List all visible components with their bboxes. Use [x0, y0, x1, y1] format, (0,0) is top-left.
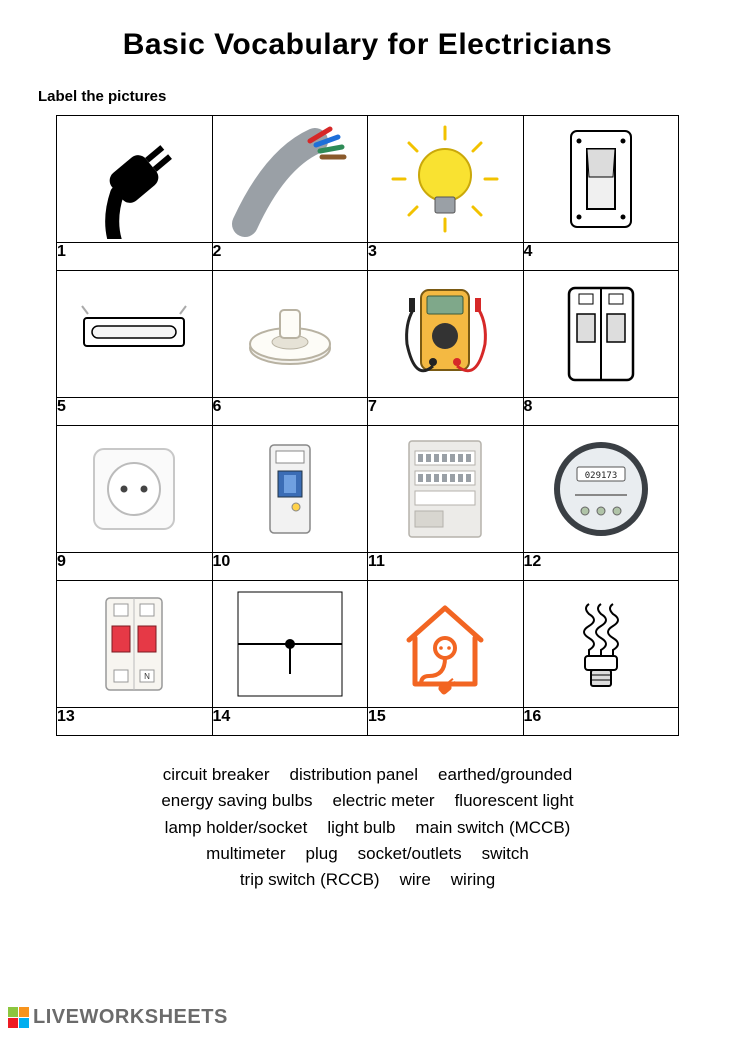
grid-image-3 [368, 116, 524, 243]
grid-number-6[interactable]: 6 [212, 398, 368, 426]
wordbank-term: trip switch (RCCB) [240, 870, 380, 889]
grid-image-5 [57, 271, 213, 398]
wordbank-term: energy saving bulbs [161, 791, 312, 810]
footer-brand: LIVEWORKSHEETS [8, 1006, 228, 1029]
grid-number-5[interactable]: 5 [57, 398, 213, 426]
grid-image-1 [57, 116, 213, 243]
grid-number-2[interactable]: 2 [212, 243, 368, 271]
grid-number-9[interactable]: 9 [57, 553, 213, 581]
instruction-text: Label the pictures [38, 88, 697, 105]
vocabulary-grid: 12345678910111213141516 [56, 115, 679, 736]
wordbank-term: main switch (MCCB) [415, 818, 570, 837]
wordbank-term: wire [400, 870, 431, 889]
grid-image-7 [368, 271, 524, 398]
grid-image-8 [523, 271, 679, 398]
grid-number-8[interactable]: 8 [523, 398, 679, 426]
grid-number-4[interactable]: 4 [523, 243, 679, 271]
grid-number-11[interactable]: 11 [368, 553, 524, 581]
wordbank-term: plug [306, 844, 338, 863]
grid-image-14 [212, 581, 368, 708]
grid-number-16[interactable]: 16 [523, 708, 679, 736]
wordbank-term: wiring [451, 870, 495, 889]
wordbank-term: multimeter [206, 844, 285, 863]
grid-number-12[interactable]: 12 [523, 553, 679, 581]
footer-logo-icon [8, 1007, 29, 1028]
grid-image-13 [57, 581, 213, 708]
grid-image-2 [212, 116, 368, 243]
grid-image-12 [523, 426, 679, 553]
grid-image-11 [368, 426, 524, 553]
footer-text: LIVEWORKSHEETS [33, 1006, 228, 1029]
page-title: Basic Vocabulary for Electricians [38, 28, 697, 62]
grid-number-14[interactable]: 14 [212, 708, 368, 736]
wordbank-term: light bulb [327, 818, 395, 837]
wordbank-term: circuit breaker [163, 765, 270, 784]
wordbank-term: lamp holder/socket [165, 818, 308, 837]
grid-image-16 [523, 581, 679, 708]
grid-image-9 [57, 426, 213, 553]
grid-image-6 [212, 271, 368, 398]
wordbank-term: electric meter [333, 791, 435, 810]
wordbank-term: earthed/grounded [438, 765, 572, 784]
wordbank-term: distribution panel [290, 765, 419, 784]
grid-number-13[interactable]: 13 [57, 708, 213, 736]
grid-image-4 [523, 116, 679, 243]
grid-number-1[interactable]: 1 [57, 243, 213, 271]
grid-image-10 [212, 426, 368, 553]
wordbank-term: switch [482, 844, 529, 863]
grid-image-15 [368, 581, 524, 708]
grid-number-15[interactable]: 15 [368, 708, 524, 736]
wordbank-term: socket/outlets [358, 844, 462, 863]
wordbank-term: fluorescent light [455, 791, 574, 810]
word-bank: circuit breaker distribution panel earthed… [38, 762, 697, 894]
grid-number-7[interactable]: 7 [368, 398, 524, 426]
grid-number-10[interactable]: 10 [212, 553, 368, 581]
grid-number-3[interactable]: 3 [368, 243, 524, 271]
